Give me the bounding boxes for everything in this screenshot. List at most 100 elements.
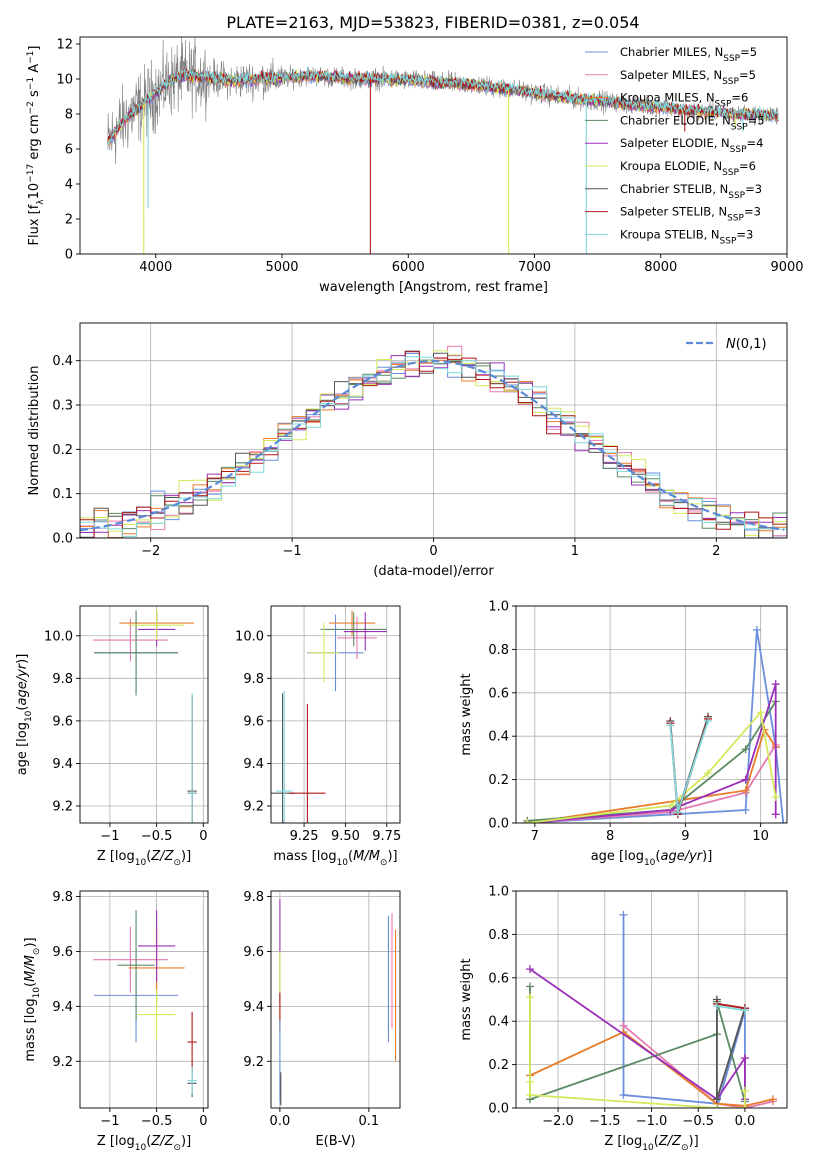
- x-tick-label: 9000: [770, 260, 803, 275]
- weight-marker: [673, 808, 682, 817]
- weight-marker: [666, 721, 675, 730]
- legend-entry: Kroupa MILES, NSSP=6: [620, 91, 748, 110]
- x-tick-label: 0.1: [359, 1114, 380, 1129]
- y-tick-label: 9.8: [52, 672, 73, 687]
- weight-marker: [703, 769, 712, 778]
- weight-marker: [526, 993, 535, 1002]
- legend-entry: Salpeter MILES, NSSP=5: [620, 68, 756, 87]
- y-tick-label: 10: [56, 73, 73, 88]
- y-tick-label: 6: [65, 143, 73, 158]
- x-tick-label: −0.5: [682, 1114, 714, 1129]
- weight-marker: [712, 1095, 721, 1104]
- age_vs_mass-chart: 9.25 9.50 9.75 9.2 9.4 9.6 9.8 10.0 mass [log10(…: [235, 605, 401, 868]
- x-tick-label: −1.0: [636, 1114, 668, 1129]
- model-spectrum-kroupa-stelib: [107, 66, 779, 146]
- age_vs_z-chart: −1 −0.5 0 9.2 9.4 9.6 9.8 10.0 Z [log10(Z/Z⊙)] ag…: [15, 605, 209, 868]
- y-tick-label: 0.2: [488, 773, 509, 788]
- weight-marker: [740, 1006, 749, 1015]
- y-tick-label: 0.0: [488, 817, 509, 832]
- x-tick-label: 5000: [265, 260, 298, 275]
- axes-frame: [270, 605, 401, 824]
- x-tick-label: 0: [199, 1114, 207, 1129]
- y-tick-label: 0.4: [488, 1015, 509, 1030]
- y-axis-label: Normed distribution: [27, 366, 42, 496]
- y-tick-label: 9.8: [243, 890, 264, 905]
- y-tick-label: 0.8: [488, 643, 509, 658]
- weight-marker: [740, 1086, 749, 1095]
- y-tick-label: 9.8: [52, 890, 73, 905]
- mass_vs_z-plot-area: [93, 910, 197, 1098]
- weight-marker: [526, 982, 535, 991]
- y-tick-label: 0.0: [488, 1102, 509, 1117]
- spectrum-plot-area: [107, 37, 779, 254]
- weight-marker: [619, 1090, 628, 1099]
- weight-line-salpeter-stelib: [716, 1002, 746, 1010]
- x-tick-label: −0.5: [141, 829, 173, 844]
- y-tick-label: 10.0: [44, 629, 73, 644]
- y-tick-label: 10.0: [235, 629, 264, 644]
- weight-marker: [526, 1090, 535, 1099]
- weight-marker: [741, 775, 750, 784]
- y-tick-label: 0.6: [488, 686, 509, 701]
- x-tick-label: −1.5: [589, 1114, 621, 1129]
- x-tick-label: 9.25: [290, 829, 319, 844]
- x-axis-label: (data-model)/error: [373, 564, 494, 579]
- y-tick-label: 9.6: [52, 945, 73, 960]
- y-tick-label: 9.4: [52, 1000, 73, 1015]
- weight-marker: [740, 1054, 749, 1063]
- weight_vs_age-chart: 7 8 9 10 0.0 0.2 0.4 0.6 0.8 1.0 age [log10(age/yr…: [459, 600, 788, 868]
- x-axis-label: Z [log10(Z/Z⊙)]: [604, 1134, 698, 1153]
- y-tick-label: 9.2: [243, 799, 264, 814]
- y-tick-label: 9.2: [52, 799, 73, 814]
- x-axis-label: wavelength [Angstrom, rest frame]: [319, 280, 548, 295]
- x-tick-label: −1: [100, 1114, 119, 1129]
- mass_vs_ebv-plot-area: [279, 899, 397, 1106]
- mass_vs_ebv-chart: 0.0 0.1 9.2 9.4 9.6 9.8 E(B-V): [243, 890, 401, 1149]
- mass_vs_z-chart: −1 −0.5 0 9.2 9.4 9.6 9.8 Z [log10(Z/Z⊙)] mass […: [23, 890, 209, 1153]
- weight-marker: [523, 819, 532, 823]
- y-tick-label: 9.6: [52, 714, 73, 729]
- y-tick-label: 0.0: [52, 532, 73, 547]
- weight-marker: [771, 792, 780, 801]
- x-tick-label: −2: [141, 544, 160, 559]
- x-axis-label: E(B-V): [315, 1134, 355, 1149]
- y-tick-label: 0.1: [52, 487, 73, 502]
- weight-line-kroupa-elodie: [529, 997, 746, 1108]
- x-tick-label: 8: [606, 829, 614, 844]
- axes-frame: [79, 605, 209, 824]
- legend-entry: Kroupa ELODIE, NSSP=6: [620, 159, 756, 178]
- x-tick-label: 0.0: [270, 1114, 291, 1129]
- weight-line-chabrier-elodie: [527, 701, 777, 822]
- weight-marker: [703, 717, 712, 726]
- weight_vs_z-chart: −2.0 −1.5 −1.0 −0.5 0.0 0.0 0.2 0.4 0.6 0.8 1.0 Z […: [459, 885, 788, 1153]
- spectrum-chart: 4000 5000 6000 7000 8000 9000 0 2 4 6 8 10 12 wavelen…: [26, 36, 804, 295]
- y-tick-label: 9.8: [243, 672, 264, 687]
- weight-marker: [771, 810, 780, 819]
- legend-entry: Chabrier MILES, NSSP=5: [620, 45, 757, 64]
- weight-marker: [768, 1095, 777, 1104]
- x-tick-label: 2: [712, 544, 720, 559]
- y-tick-label: 0.3: [52, 399, 73, 414]
- weight-marker: [712, 1002, 721, 1011]
- weight-marker: [526, 1077, 535, 1086]
- weight-line-kroupa-stelib: [716, 1005, 746, 1012]
- y-tick-label: 0.2: [52, 443, 73, 458]
- y-tick-label: 9.4: [52, 757, 73, 772]
- weight-marker: [752, 625, 761, 634]
- weight_vs_z-plot-area: [526, 910, 777, 1108]
- x-tick-label: 0: [199, 829, 207, 844]
- y-axis-label: Flux [fλ10−17 erg cm−2 s−1 A−1]: [26, 46, 46, 246]
- residuals-chart: −2 −1 0 1 2 0.0 0.1 0.2 0.3 0.4 (data-model)/error…: [27, 322, 788, 579]
- y-tick-label: 9.6: [243, 945, 264, 960]
- weight-marker: [740, 1104, 749, 1108]
- weight-marker: [666, 801, 675, 810]
- y-tick-label: 4: [65, 178, 73, 193]
- weight-marker: [526, 965, 535, 974]
- legend-entry: Kroupa STELIB, NSSP=3: [620, 227, 753, 246]
- y-tick-label: 9.4: [243, 1000, 264, 1015]
- legend-entry: Salpeter ELODIE, NSSP=4: [620, 136, 763, 155]
- legend-entry: N(0,1): [726, 337, 767, 352]
- age_vs_z-plot-area: [93, 610, 197, 823]
- weight-line-salpeter-miles: [622, 1024, 774, 1108]
